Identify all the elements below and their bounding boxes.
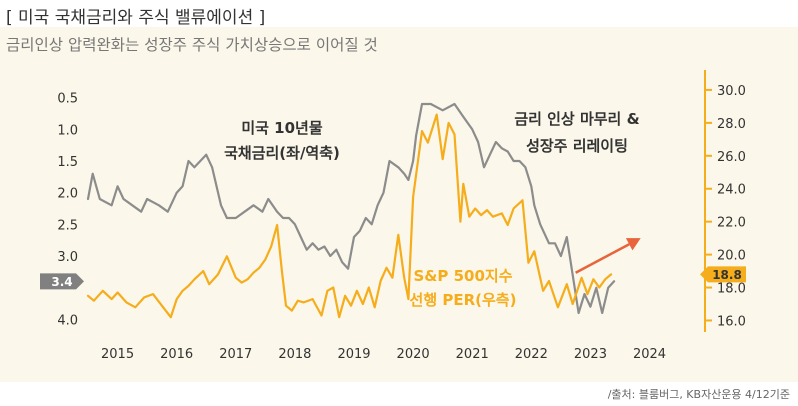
right-value-marker bbox=[700, 266, 746, 283]
x-tick-label: 2024 bbox=[633, 347, 666, 362]
x-tick-label: 2021 bbox=[456, 347, 489, 362]
left-value-label: 3.4 bbox=[51, 275, 72, 289]
x-tick-label: 2023 bbox=[574, 347, 607, 362]
left-value-marker bbox=[40, 273, 84, 290]
right-tick-label: 28.0 bbox=[717, 117, 746, 132]
left-tick-label: 3.0 bbox=[57, 250, 78, 265]
right-tick-label: 18.0 bbox=[717, 282, 746, 297]
trend-arrow bbox=[575, 238, 641, 274]
x-tick-label: 2015 bbox=[101, 347, 134, 362]
source-note: /출처: 블룸버그, KB자산운용 4/12기준 bbox=[607, 388, 790, 401]
yield-label-line1: 미국 10년물 bbox=[241, 119, 322, 137]
right-tick-label: 16.0 bbox=[717, 314, 746, 329]
x-tick-label: 2017 bbox=[219, 347, 252, 362]
chart-title: [ 미국 국채금리와 주식 밸류에이션 ] bbox=[6, 8, 266, 28]
left-tick-label: 1.0 bbox=[57, 123, 78, 138]
per-label-line2: 선행 PER(우측) bbox=[410, 291, 517, 309]
left-tick-label: 4.0 bbox=[57, 313, 78, 328]
right-tick-label: 26.0 bbox=[717, 150, 746, 165]
right-value-label: 18.8 bbox=[712, 268, 742, 282]
left-tick-label: 2.0 bbox=[57, 187, 78, 202]
x-tick-label: 2016 bbox=[160, 347, 193, 362]
right-tick-label: 22.0 bbox=[717, 216, 746, 231]
yield-label-line2: 국채금리(좌/역축) bbox=[224, 144, 340, 162]
chart-subtitle: 금리인상 압력완화는 성장주 주식 가치상승으로 이어질 것 bbox=[6, 36, 378, 54]
value-markers: 3.4 18.8 bbox=[40, 266, 746, 290]
left-tick-label: 1.5 bbox=[57, 155, 78, 170]
x-tick-label: 2018 bbox=[278, 347, 311, 362]
x-tick-label: 2019 bbox=[337, 347, 370, 362]
right-tick-label: 24.0 bbox=[717, 183, 746, 198]
yield-series-line bbox=[86, 102, 616, 315]
right-axis: 30.0 28.0 26.0 24.0 22.0 20.0 18.0 16.0 bbox=[704, 70, 746, 332]
x-tick-label: 2022 bbox=[515, 347, 548, 362]
left-tick-label: 0.5 bbox=[57, 92, 78, 107]
series-lines bbox=[86, 102, 616, 319]
note-line1: 금리 인상 마무리 & bbox=[514, 110, 639, 128]
note-line2: 성장주 리레이팅 bbox=[526, 137, 628, 155]
per-label-line1: S&P 500지수 bbox=[413, 267, 512, 285]
right-tick-label: 30.0 bbox=[717, 84, 746, 99]
arrow-shaft bbox=[575, 243, 630, 274]
right-tick-label: 20.0 bbox=[717, 249, 746, 264]
per-series-line bbox=[86, 113, 613, 319]
x-tick-label: 2020 bbox=[397, 347, 430, 362]
left-tick-label: 2.5 bbox=[57, 218, 78, 233]
arrow-head bbox=[625, 238, 641, 251]
left-axis: 0.5 1.0 1.5 2.0 2.5 3.0 4.0 bbox=[57, 92, 78, 329]
x-axis: 2015 2016 2017 2018 2019 2020 2021 2022 2023 2024 bbox=[101, 347, 666, 362]
